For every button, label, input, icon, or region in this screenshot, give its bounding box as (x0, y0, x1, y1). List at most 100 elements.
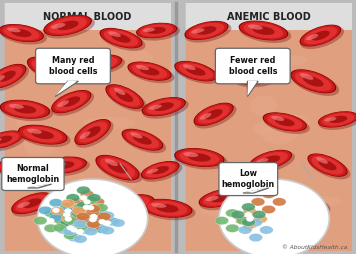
Ellipse shape (148, 105, 162, 110)
Ellipse shape (236, 217, 250, 225)
FancyBboxPatch shape (219, 163, 278, 196)
Ellipse shape (9, 104, 24, 109)
Ellipse shape (143, 98, 185, 116)
Ellipse shape (242, 203, 255, 211)
Ellipse shape (12, 194, 56, 217)
Ellipse shape (116, 190, 135, 205)
Ellipse shape (101, 211, 114, 219)
Ellipse shape (147, 201, 188, 216)
Ellipse shape (142, 97, 186, 116)
Text: © AboutKidsHealth.ca: © AboutKidsHealth.ca (282, 245, 347, 250)
Ellipse shape (241, 73, 255, 78)
Ellipse shape (290, 69, 336, 93)
Ellipse shape (140, 24, 173, 37)
Ellipse shape (275, 118, 295, 126)
Ellipse shape (15, 195, 49, 212)
Ellipse shape (291, 215, 316, 234)
Ellipse shape (136, 65, 149, 70)
Circle shape (87, 205, 94, 210)
Polygon shape (247, 81, 257, 96)
Circle shape (47, 218, 54, 223)
Ellipse shape (175, 150, 227, 169)
Ellipse shape (111, 34, 131, 43)
Text: Low
hemoglobin: Low hemoglobin (222, 169, 275, 189)
Ellipse shape (75, 120, 110, 145)
Ellipse shape (78, 122, 107, 142)
Ellipse shape (0, 162, 43, 182)
Ellipse shape (55, 92, 87, 111)
Ellipse shape (300, 26, 344, 49)
Ellipse shape (200, 189, 242, 207)
Ellipse shape (78, 56, 125, 75)
Ellipse shape (143, 28, 155, 32)
Ellipse shape (199, 196, 230, 216)
Ellipse shape (278, 195, 330, 216)
Ellipse shape (32, 130, 54, 139)
Circle shape (89, 217, 96, 222)
Ellipse shape (174, 61, 217, 81)
Ellipse shape (0, 101, 53, 121)
Ellipse shape (116, 201, 130, 205)
Ellipse shape (76, 212, 90, 220)
Ellipse shape (0, 131, 23, 149)
Bar (4, 3, 171, 30)
Ellipse shape (84, 211, 98, 219)
Ellipse shape (57, 21, 79, 30)
Ellipse shape (64, 231, 77, 240)
Ellipse shape (293, 196, 341, 207)
Ellipse shape (23, 127, 63, 142)
Ellipse shape (105, 159, 118, 166)
Ellipse shape (295, 72, 332, 91)
Ellipse shape (69, 203, 83, 211)
Ellipse shape (80, 211, 93, 219)
Ellipse shape (73, 204, 87, 212)
Ellipse shape (199, 113, 211, 120)
Ellipse shape (194, 103, 233, 125)
Ellipse shape (100, 28, 142, 48)
Ellipse shape (61, 199, 75, 207)
Ellipse shape (57, 189, 103, 211)
Ellipse shape (5, 102, 45, 117)
Ellipse shape (203, 190, 239, 206)
Ellipse shape (267, 114, 303, 130)
Ellipse shape (250, 150, 291, 170)
Ellipse shape (94, 204, 108, 212)
Ellipse shape (111, 219, 125, 227)
Ellipse shape (205, 109, 222, 120)
Ellipse shape (86, 208, 100, 216)
Ellipse shape (74, 119, 111, 145)
Ellipse shape (33, 217, 47, 225)
Circle shape (99, 219, 106, 224)
Ellipse shape (292, 70, 335, 93)
Ellipse shape (75, 120, 114, 148)
Ellipse shape (96, 155, 138, 180)
Polygon shape (28, 184, 52, 188)
Ellipse shape (41, 156, 87, 174)
Ellipse shape (256, 158, 268, 164)
Ellipse shape (61, 214, 75, 223)
Ellipse shape (7, 27, 21, 32)
Ellipse shape (249, 218, 263, 227)
Ellipse shape (146, 99, 182, 114)
Bar (4, 30, 171, 251)
Ellipse shape (226, 224, 239, 232)
Ellipse shape (248, 24, 263, 30)
Ellipse shape (279, 194, 326, 213)
Ellipse shape (175, 62, 220, 84)
Ellipse shape (188, 153, 211, 162)
Ellipse shape (49, 211, 63, 219)
Ellipse shape (18, 125, 68, 145)
Circle shape (252, 227, 260, 233)
Ellipse shape (4, 164, 17, 169)
Ellipse shape (197, 26, 216, 35)
Ellipse shape (194, 104, 236, 129)
Ellipse shape (80, 131, 90, 139)
Ellipse shape (308, 154, 347, 176)
Polygon shape (244, 187, 269, 192)
Ellipse shape (51, 207, 64, 215)
Ellipse shape (106, 217, 120, 226)
Ellipse shape (143, 199, 191, 217)
Ellipse shape (110, 195, 153, 212)
Ellipse shape (0, 24, 44, 42)
Ellipse shape (100, 157, 135, 178)
